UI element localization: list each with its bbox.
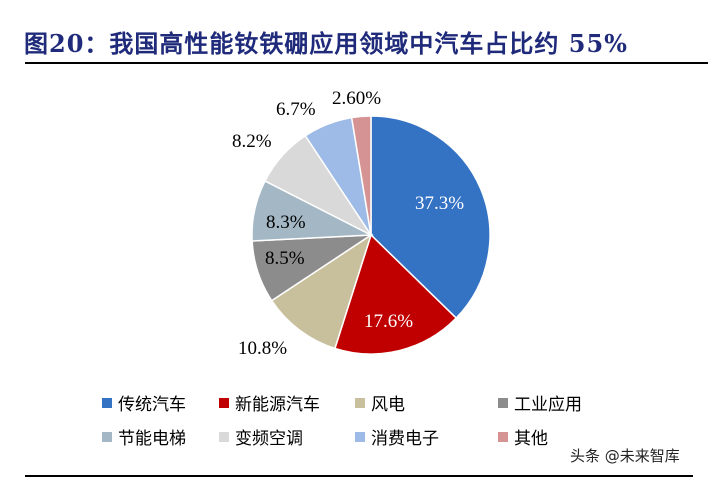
legend-swatch <box>102 397 112 408</box>
legend-label: 其他 <box>514 429 548 449</box>
slice-label: 6.7% <box>276 99 316 120</box>
chart-title: 图20：我国高性能钕铁硼应用领域中汽车占比约 55% <box>24 29 628 58</box>
legend-label: 变频空调 <box>235 429 303 449</box>
bottom-rule <box>25 475 693 477</box>
legend-item: 变频空调 <box>219 424 303 449</box>
slice-label: 17.6% <box>364 311 414 332</box>
legend-label: 消费电子 <box>371 429 439 449</box>
legend-label: 新能源汽车 <box>235 395 320 415</box>
slice-label: 8.3% <box>266 212 306 233</box>
legend-swatch <box>498 397 508 408</box>
legend-label: 风电 <box>371 395 405 415</box>
slice-label: 8.5% <box>265 248 305 269</box>
legend-item: 新能源汽车 <box>219 390 320 415</box>
legend-item: 工业应用 <box>498 390 582 415</box>
pie-slice <box>370 115 491 320</box>
pie-slice <box>350 115 372 236</box>
slice-label: 8.2% <box>232 131 272 152</box>
title-rule <box>25 62 708 64</box>
pie-slice <box>270 233 373 350</box>
legend-label: 节能电梯 <box>118 429 186 449</box>
legend-swatch <box>498 431 508 442</box>
legend-swatch <box>219 397 229 408</box>
watermark: 头条 @未来智库 <box>570 447 680 465</box>
legend-swatch <box>355 397 365 408</box>
legend-item: 风电 <box>355 390 405 415</box>
legend-item: 传统汽车 <box>102 390 186 415</box>
slice-label: 10.8% <box>238 338 288 359</box>
legend-item: 消费电子 <box>355 424 439 449</box>
pie-slice <box>333 233 458 355</box>
legend-label: 传统汽车 <box>118 395 186 415</box>
legend-label: 工业应用 <box>514 395 582 415</box>
legend-swatch <box>102 431 112 442</box>
legend-item: 其他 <box>498 424 548 449</box>
slice-label: 37.3% <box>415 193 465 214</box>
legend-swatch <box>355 431 365 442</box>
legend-swatch <box>219 431 229 442</box>
legend-item: 节能电梯 <box>102 424 186 449</box>
slice-label: 2.60% <box>332 88 382 109</box>
